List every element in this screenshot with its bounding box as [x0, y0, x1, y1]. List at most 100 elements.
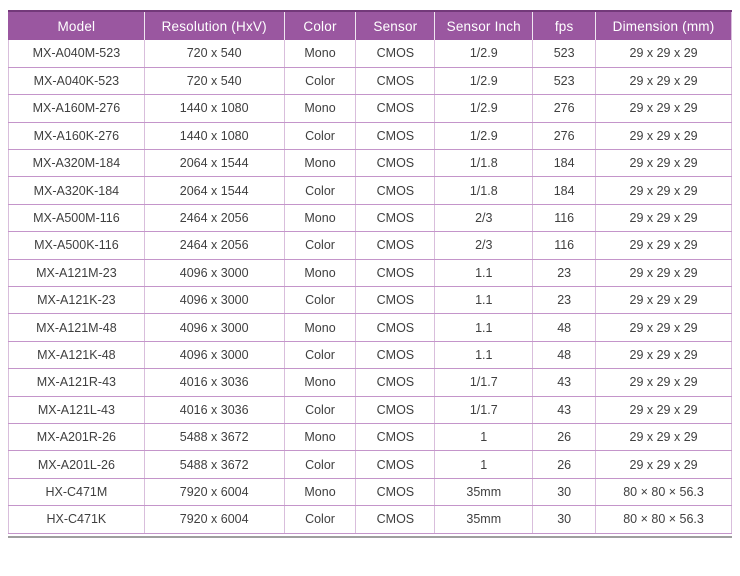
cell-color: Mono: [283, 149, 356, 178]
cell-resolution: 4096 x 3000: [143, 259, 285, 288]
cell-sensor_inch: 1/2.9: [434, 40, 533, 68]
cell-model: MX-A040M-523: [8, 40, 145, 68]
cell-fps: 48: [532, 341, 596, 370]
cell-model: MX-A320K-184: [8, 176, 145, 205]
cell-fps: 116: [532, 204, 596, 233]
cell-color: Color: [283, 231, 356, 260]
cell-color: Color: [283, 286, 356, 315]
cell-dimension: 29 x 29 x 29: [595, 341, 732, 370]
cell-sensor_inch: 35mm: [434, 505, 533, 534]
table-row: HX-C471K 7920 x 6004 Color CMOS 35mm 30 80 × 8…: [8, 505, 732, 534]
cell-sensor_inch: 2/3: [434, 231, 533, 260]
cell-color: Mono: [283, 313, 356, 342]
cell-dimension: 29 x 29 x 29: [595, 368, 732, 397]
table-row: MX-A121K-48 4096 x 3000 Color CMOS 1.1 48 29 x…: [8, 341, 732, 370]
cell-model: HX-C471K: [8, 505, 145, 534]
cell-fps: 184: [532, 149, 596, 178]
cell-model: MX-A160K-276: [8, 122, 145, 151]
cell-resolution: 2064 x 1544: [143, 149, 285, 178]
cell-resolution: 4096 x 3000: [143, 313, 285, 342]
cell-resolution: 5488 x 3672: [143, 423, 285, 452]
cell-color: Mono: [283, 204, 356, 233]
cell-sensor: CMOS: [355, 122, 435, 151]
cell-resolution: 4096 x 3000: [143, 286, 285, 315]
cell-fps: 23: [532, 259, 596, 288]
cell-sensor_inch: 1/1.7: [434, 368, 533, 397]
cell-fps: 26: [532, 450, 596, 479]
cell-model: MX-A121K-23: [8, 286, 145, 315]
cell-color: Color: [283, 396, 356, 424]
cell-sensor: CMOS: [355, 478, 435, 507]
column-header-model: Model: [8, 10, 145, 40]
table-row: MX-A160M-276 1440 x 1080 Mono CMOS 1/2.9 276 2…: [8, 94, 732, 123]
bottom-rule: [8, 535, 732, 538]
cell-sensor: CMOS: [355, 341, 435, 370]
cell-resolution: 2464 x 2056: [143, 204, 285, 233]
cell-sensor_inch: 1.1: [434, 286, 533, 315]
cell-resolution: 7920 x 6004: [143, 478, 285, 507]
cell-sensor: CMOS: [355, 368, 435, 397]
camera-spec-table-container: Model Resolution (HxV) Color Sensor Sens…: [8, 10, 732, 538]
cell-sensor_inch: 1.1: [434, 259, 533, 288]
cell-fps: 43: [532, 396, 596, 424]
cell-color: Mono: [283, 40, 356, 68]
cell-sensor_inch: 2/3: [434, 204, 533, 233]
cell-dimension: 29 x 29 x 29: [595, 396, 732, 424]
cell-dimension: 29 x 29 x 29: [595, 231, 732, 260]
cell-sensor_inch: 1: [434, 423, 533, 452]
cell-dimension: 29 x 29 x 29: [595, 286, 732, 315]
cell-dimension: 29 x 29 x 29: [595, 67, 732, 96]
cell-sensor: CMOS: [355, 259, 435, 288]
cell-resolution: 720 x 540: [143, 40, 285, 68]
cell-dimension: 29 x 29 x 29: [595, 40, 732, 68]
cell-color: Mono: [283, 94, 356, 123]
cell-dimension: 29 x 29 x 29: [595, 122, 732, 151]
cell-dimension: 29 x 29 x 29: [595, 423, 732, 452]
cell-color: Color: [283, 450, 356, 479]
cell-model: MX-A320M-184: [8, 149, 145, 178]
cell-model: MX-A500M-116: [8, 204, 145, 233]
column-header-dimension: Dimension (mm): [595, 10, 732, 40]
cell-dimension: 29 x 29 x 29: [595, 94, 732, 123]
cell-resolution: 720 x 540: [143, 67, 285, 96]
cell-model: MX-A121L-43: [8, 396, 145, 424]
cell-sensor: CMOS: [355, 286, 435, 315]
cell-color: Color: [283, 67, 356, 96]
cell-sensor: CMOS: [355, 176, 435, 205]
cell-dimension: 80 × 80 × 56.3: [595, 505, 732, 534]
cell-model: MX-A201L-26: [8, 450, 145, 479]
cell-fps: 116: [532, 231, 596, 260]
cell-color: Mono: [283, 259, 356, 288]
cell-resolution: 1440 x 1080: [143, 122, 285, 151]
table-body: MX-A040M-523 720 x 540 Mono CMOS 1/2.9 523 29 …: [8, 40, 732, 534]
cell-sensor: CMOS: [355, 423, 435, 452]
cell-resolution: 4016 x 3036: [143, 368, 285, 397]
cell-dimension: 29 x 29 x 29: [595, 259, 732, 288]
cell-resolution: 7920 x 6004: [143, 505, 285, 534]
table-row: MX-A121K-23 4096 x 3000 Color CMOS 1.1 23 29 x…: [8, 286, 732, 315]
table-row: MX-A201R-26 5488 x 3672 Mono CMOS 1 26 29 x 29…: [8, 423, 732, 452]
cell-dimension: 29 x 29 x 29: [595, 176, 732, 205]
cell-fps: 276: [532, 122, 596, 151]
cell-resolution: 2464 x 2056: [143, 231, 285, 260]
cell-model: HX-C471M: [8, 478, 145, 507]
cell-model: MX-A121R-43: [8, 368, 145, 397]
cell-dimension: 80 × 80 × 56.3: [595, 478, 732, 507]
column-header-fps: fps: [532, 10, 596, 40]
table-row: MX-A121R-43 4016 x 3036 Mono CMOS 1/1.7 43 29 …: [8, 368, 732, 397]
cell-fps: 523: [532, 67, 596, 96]
cell-fps: 30: [532, 478, 596, 507]
cell-fps: 523: [532, 40, 596, 68]
column-header-sensor: Sensor: [355, 10, 435, 40]
cell-sensor_inch: 1: [434, 450, 533, 479]
table-row: MX-A121L-43 4016 x 3036 Color CMOS 1/1.7 43 29…: [8, 396, 732, 424]
cell-model: MX-A121M-48: [8, 313, 145, 342]
cell-sensor_inch: 1/2.9: [434, 94, 533, 123]
cell-sensor: CMOS: [355, 505, 435, 534]
cell-dimension: 29 x 29 x 29: [595, 450, 732, 479]
column-header-color: Color: [283, 10, 356, 40]
cell-sensor_inch: 1/1.8: [434, 176, 533, 205]
cell-model: MX-A121M-23: [8, 259, 145, 288]
camera-spec-table: Model Resolution (HxV) Color Sensor Sens…: [8, 10, 732, 534]
cell-fps: 26: [532, 423, 596, 452]
